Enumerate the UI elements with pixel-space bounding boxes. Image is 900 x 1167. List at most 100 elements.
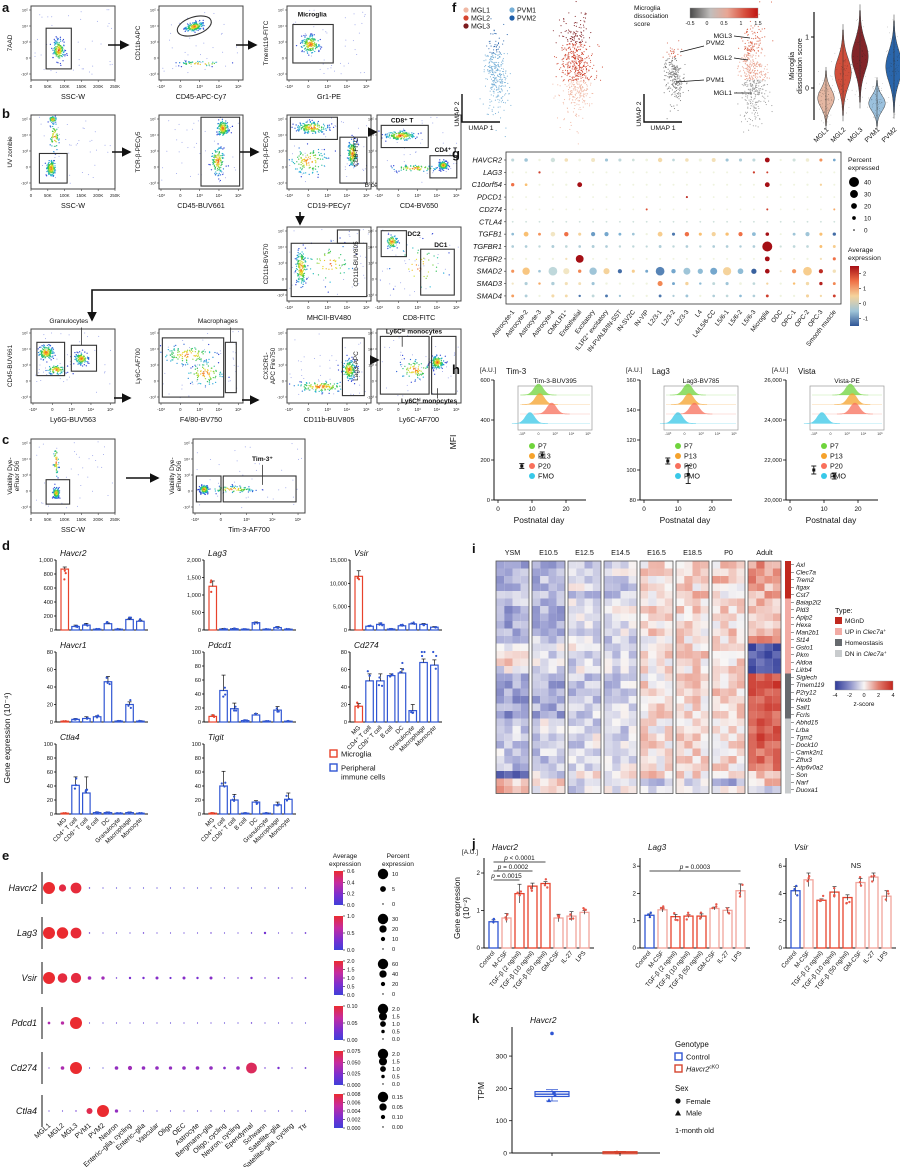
svg-text:DC2: DC2 [407, 231, 421, 238]
svg-text:0: 0 [154, 56, 157, 61]
svg-text:10⁴: 10⁴ [22, 24, 28, 29]
svg-text:Ly6Cʰⁱ monocytes: Ly6Cʰⁱ monocytes [401, 396, 457, 405]
svg-text:0: 0 [179, 84, 182, 89]
panel-e-dot-plot: Average expression Percent expression Havcr2… [0, 848, 460, 1167]
gate [222, 475, 297, 503]
svg-text:10⁵: 10⁵ [368, 331, 374, 336]
svg-text:10⁵: 10⁵ [453, 407, 460, 412]
svg-text:10⁵: 10⁵ [150, 8, 156, 13]
svg-text:10⁵: 10⁵ [278, 229, 284, 234]
gate [380, 230, 407, 258]
svg-text:10⁵: 10⁵ [235, 407, 242, 412]
svg-text:10⁵: 10⁵ [368, 229, 374, 234]
svg-text:10⁴: 10⁴ [368, 133, 374, 138]
svg-text:10³: 10³ [22, 363, 28, 368]
svg-text:10³: 10³ [415, 407, 422, 412]
gate [290, 242, 368, 298]
svg-text:CD11b-BUV805: CD11b-BUV805 [353, 241, 360, 287]
svg-text:10⁵: 10⁵ [150, 331, 156, 336]
svg-text:10³: 10³ [325, 305, 332, 310]
svg-text:10⁵: 10⁵ [363, 407, 370, 412]
svg-text:10³: 10³ [197, 407, 204, 412]
gate [336, 229, 360, 244]
svg-text:10⁵: 10⁵ [235, 193, 242, 198]
svg-text:Tmem119-FITC: Tmem119-FITC [263, 20, 270, 65]
svg-text:-10³: -10³ [21, 181, 29, 186]
panel-f-umaps-violin: MGL1 MGL2 MGL3 PVM1 PVM2 UMAP 2 UMAP 1 Microgli… [448, 0, 900, 145]
svg-text:10³: 10³ [325, 407, 332, 412]
panel-label-d: d [2, 538, 10, 553]
svg-text:10³: 10³ [415, 193, 422, 198]
svg-text:-10³: -10³ [149, 181, 157, 186]
svg-text:TCR-β-PECy5: TCR-β-PECy5 [135, 131, 142, 172]
svg-text:CX3CR1-: CX3CR1- [263, 352, 270, 379]
flow-svg-fa1: 0 50K 100K 150K 200K 250K 10⁵ 10⁴ 10³ 0 -10³ 7AAD SS… [7, 5, 120, 101]
svg-text:150K: 150K [76, 517, 86, 522]
svg-text:10⁵: 10⁵ [235, 84, 242, 89]
panel-e-svg: AverageexpressionPercentexpressionHavcr2… [8, 853, 414, 1167]
panel-k-box-plot: Havcr2 TPM 0 100 200 300 Genotype Control Havcr2… [470, 1013, 900, 1167]
flow-svg-fa2: -10³ 0 10³ 10⁴ 10⁵ 10⁵ 10⁴ 10³ 0 -10³ CD11b-APC CD4… [135, 5, 244, 101]
gate [38, 152, 68, 184]
svg-text:-10³: -10³ [285, 84, 293, 89]
svg-text:-10³: -10³ [277, 293, 285, 298]
svg-text:-10³: -10³ [277, 181, 285, 186]
svg-text:-10³: -10³ [375, 193, 383, 198]
gate [431, 335, 457, 395]
gate [420, 248, 455, 296]
svg-text:APC Fire750: APC Fire750 [270, 347, 277, 384]
svg-text:0: 0 [30, 517, 33, 522]
svg-text:250K: 250K [110, 193, 120, 198]
svg-text:0: 0 [26, 165, 29, 170]
svg-text:10⁴: 10⁴ [278, 347, 284, 352]
svg-text:-10³: -10³ [157, 193, 165, 198]
svg-text:-10³: -10³ [277, 395, 285, 400]
flow-svg-fc2: Tim-3⁺-10³ 0 10³ 10⁴ 10⁵10⁵10⁴10³0-10³Viabil… [169, 438, 306, 534]
svg-text:100K: 100K [60, 517, 70, 522]
flow-plot-tcrb-cd45: -10³ 0 10³ 10⁴ 10⁵ 10⁵ 10⁴ 10³ 0 -10³ TCR-β-PECy5 C… [134, 112, 249, 216]
flow-svg-fa3: Microglia -10³ 0 10³ 10⁴ 10⁵ 10⁵ 10⁴ 10³ 0 -10³ Tme… [263, 5, 372, 101]
flow-plot-tcrb-cd19: B cells -10³ 0 10³ 10⁴ 10⁵ 10⁵ 10⁴ 10³ 0 -10³ TCR-β… [262, 112, 385, 216]
svg-text:CD19-PECy7: CD19-PECy7 [307, 201, 350, 210]
flow-svg-fb10: Ly6Cˡᵒ monocytes Ly6Cʰⁱ monocytes -10³ 0 10³… [353, 328, 462, 424]
svg-text:0: 0 [397, 407, 400, 412]
svg-text:0: 0 [179, 407, 182, 412]
svg-text:-10³: -10³ [367, 395, 375, 400]
svg-text:Tim-3⁺: Tim-3⁺ [252, 456, 273, 463]
panel-d-bar-charts: Gene expression (10⁻⁴) Havcr2 0 200 400 600 80… [0, 538, 465, 848]
panel-label-i: i [472, 541, 476, 556]
svg-text:Gr1-PE: Gr1-PE [317, 92, 341, 101]
svg-text:10³: 10³ [197, 84, 204, 89]
svg-text:0: 0 [154, 165, 157, 170]
svg-text:10⁴: 10⁴ [22, 133, 28, 138]
svg-text:100K: 100K [60, 84, 70, 89]
flow-plot-dc-gates: DC2 DC1 -10³ 0 10³ 10⁴ 10⁵ 10⁵ 10⁴ 10³ 0 -10³ CD11b-… [352, 224, 467, 328]
svg-text:150K: 150K [76, 84, 86, 89]
svg-text:10⁴: 10⁴ [434, 193, 441, 198]
svg-text:10⁴: 10⁴ [278, 245, 284, 250]
svg-text:0: 0 [282, 277, 285, 282]
svg-text:Ly6C-AF700: Ly6C-AF700 [399, 415, 439, 424]
gate [200, 116, 241, 187]
svg-text:F4/80-BV750: F4/80-BV750 [180, 415, 222, 424]
gate [380, 124, 429, 149]
svg-text:10⁴: 10⁴ [368, 245, 374, 250]
flow-svg-fb3: B cells-10³ 0 10³ 10⁴ 10⁵10⁵10⁴10³0-10³TCR-β… [263, 114, 385, 210]
svg-text:0: 0 [372, 379, 375, 384]
svg-text:DC1: DC1 [434, 242, 448, 249]
svg-text:CD8-FITC: CD8-FITC [403, 313, 436, 322]
svg-text:CD4⁺ T: CD4⁺ T [435, 147, 458, 154]
svg-text:10³: 10³ [22, 149, 28, 154]
panel-label-a: a [2, 0, 10, 15]
panel-h-mfi-plots: MFI [A.U.] Tim-3 0 200 400 600 0 10 20 Postnatal d… [448, 362, 900, 540]
svg-text:-10³: -10³ [157, 407, 165, 412]
flow-plot-viability-tim3: Tim-3⁺ -10³ 0 10³ 10⁴ 10⁵ 10⁵ 10⁴ 10³ 0 -10³ Viabil… [168, 436, 311, 540]
svg-text:0: 0 [179, 193, 182, 198]
flow-plot-granulocytes: Granulocytes -10³ 0 10³ 10⁴ 10⁵ 10⁵ 10⁴ 10³ 0 -10³… [6, 318, 121, 430]
svg-text:0: 0 [30, 193, 33, 198]
svg-text:10⁴: 10⁴ [434, 407, 441, 412]
gate [339, 136, 368, 184]
svg-text:10³: 10³ [22, 473, 28, 478]
